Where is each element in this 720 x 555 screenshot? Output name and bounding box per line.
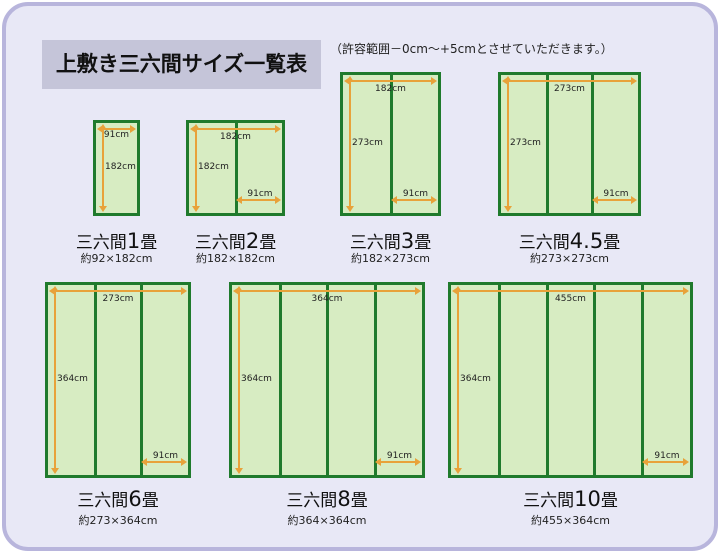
mat-prefix: 三六間 bbox=[77, 491, 129, 511]
mat-size: 約273×273cm bbox=[530, 252, 609, 265]
mat-count: 2 bbox=[245, 229, 260, 253]
width-label: 182cm bbox=[220, 132, 251, 142]
mat-suffix: 畳 bbox=[141, 491, 159, 511]
mat-size: 約182×182cm bbox=[196, 252, 275, 265]
mat-size: 約364×364cm bbox=[287, 514, 367, 527]
unit-label: 91cm bbox=[247, 189, 273, 199]
length-arrow bbox=[454, 286, 462, 474]
mat-prefix: 三六間 bbox=[75, 233, 127, 253]
mat-count: 3 bbox=[400, 229, 415, 253]
mat-seam bbox=[390, 75, 393, 213]
mat-seam bbox=[326, 285, 329, 475]
mat-prefix: 三六間 bbox=[349, 233, 401, 253]
length-arrow bbox=[99, 124, 107, 212]
width-label: 91cm bbox=[103, 130, 130, 140]
unit-arrow bbox=[141, 458, 187, 466]
mat-prefix: 三六間 bbox=[286, 491, 338, 511]
mat-seam bbox=[279, 285, 282, 475]
mat-name: 三六間3畳 bbox=[350, 228, 431, 253]
unit-arrow bbox=[642, 458, 689, 466]
width-label: 273cm bbox=[102, 294, 134, 304]
mat-count: 10 bbox=[574, 487, 601, 511]
mat-seam bbox=[641, 285, 644, 475]
mat-name: 三六間8畳 bbox=[286, 486, 367, 511]
length-label: 182cm bbox=[198, 162, 229, 172]
unit-label: 91cm bbox=[603, 189, 629, 199]
mat-name: 三六間1畳 bbox=[76, 228, 157, 253]
tatami-mat: 455cm 364cm 91cm bbox=[448, 282, 693, 478]
tatami-mat: 182cm 273cm 91cm bbox=[340, 72, 441, 216]
mat-seam bbox=[591, 75, 594, 213]
mat-count: 1 bbox=[126, 229, 141, 253]
unit-label: 91cm bbox=[654, 451, 680, 461]
mat-count: 6 bbox=[128, 487, 142, 511]
length-arrow bbox=[346, 76, 354, 212]
mat-name: 三六間6畳 bbox=[77, 486, 158, 511]
mat-name: 三六間4.5畳 bbox=[519, 228, 620, 253]
length-label: 364cm bbox=[460, 374, 491, 384]
page-title: 上敷き三六間サイズ一覧表 bbox=[55, 52, 308, 76]
width-arrow bbox=[452, 287, 689, 295]
unit-label: 91cm bbox=[386, 451, 413, 461]
mat-suffix: 畳 bbox=[259, 233, 277, 253]
width-arrow bbox=[190, 125, 281, 133]
tatami-mat: 273cm 273cm 91cm bbox=[498, 72, 641, 216]
tatami-mat: 273cm 364cm 91cm bbox=[45, 282, 191, 478]
mat-seam bbox=[140, 285, 143, 475]
mat-count: 4.5 bbox=[569, 229, 604, 253]
length-label: 364cm bbox=[57, 374, 88, 384]
mat-seam bbox=[546, 75, 549, 213]
mat-name: 三六間10畳 bbox=[523, 486, 618, 511]
mat-seam bbox=[593, 285, 596, 475]
width-arrow bbox=[502, 77, 637, 85]
mat-seam bbox=[374, 285, 377, 475]
width-label: 273cm bbox=[554, 84, 585, 94]
tatami-mat: 91cm 182cm bbox=[93, 120, 140, 216]
length-label: 273cm bbox=[352, 138, 383, 148]
mat-seam bbox=[546, 285, 549, 475]
mat-seam bbox=[94, 285, 97, 475]
width-arrow bbox=[49, 287, 187, 295]
mat-suffix: 畳 bbox=[603, 233, 621, 253]
title-box: 上敷き三六間サイズ一覧表 bbox=[42, 40, 321, 89]
mat-suffix: 畳 bbox=[140, 233, 158, 253]
length-arrow bbox=[504, 76, 512, 212]
length-label: 182cm bbox=[105, 162, 136, 172]
mat-suffix: 畳 bbox=[414, 233, 432, 253]
mat-prefix: 三六間 bbox=[523, 491, 575, 511]
unit-arrow bbox=[375, 458, 421, 466]
mat-seam bbox=[235, 123, 238, 213]
unit-label: 91cm bbox=[152, 451, 179, 461]
mat-prefix: 三六間 bbox=[194, 233, 246, 253]
width-label: 182cm bbox=[375, 84, 406, 94]
tatami-mat: 182cm 182cm 91cm bbox=[186, 120, 285, 216]
length-label: 273cm bbox=[510, 138, 541, 148]
mat-seam bbox=[498, 285, 501, 475]
unit-arrow bbox=[592, 196, 637, 204]
mat-suffix: 畳 bbox=[600, 491, 618, 511]
length-arrow bbox=[235, 286, 243, 474]
mat-size: 約455×364cm bbox=[531, 514, 610, 527]
width-label: 364cm bbox=[311, 294, 343, 304]
length-arrow bbox=[192, 124, 200, 212]
unit-label: 91cm bbox=[402, 189, 429, 199]
mat-suffix: 畳 bbox=[350, 491, 368, 511]
mat-prefix: 三六間 bbox=[518, 233, 570, 253]
mat-count: 8 bbox=[337, 487, 351, 511]
unit-arrow bbox=[236, 196, 281, 204]
tolerance-note: （許容範囲－0cm～+5cmとさせていただきます。） bbox=[330, 42, 613, 56]
tatami-mat: 364cm 364cm 91cm bbox=[229, 282, 425, 478]
mat-size: 約182×273cm bbox=[351, 252, 430, 265]
unit-arrow bbox=[391, 196, 437, 204]
mat-size: 約92×182cm bbox=[80, 252, 153, 265]
length-arrow bbox=[51, 286, 59, 474]
width-arrow bbox=[344, 77, 437, 85]
length-label: 364cm bbox=[241, 374, 272, 384]
width-arrow bbox=[233, 287, 421, 295]
width-label: 455cm bbox=[555, 294, 586, 304]
mat-name: 三六間2畳 bbox=[195, 228, 276, 253]
mat-size: 約273×364cm bbox=[78, 514, 158, 527]
